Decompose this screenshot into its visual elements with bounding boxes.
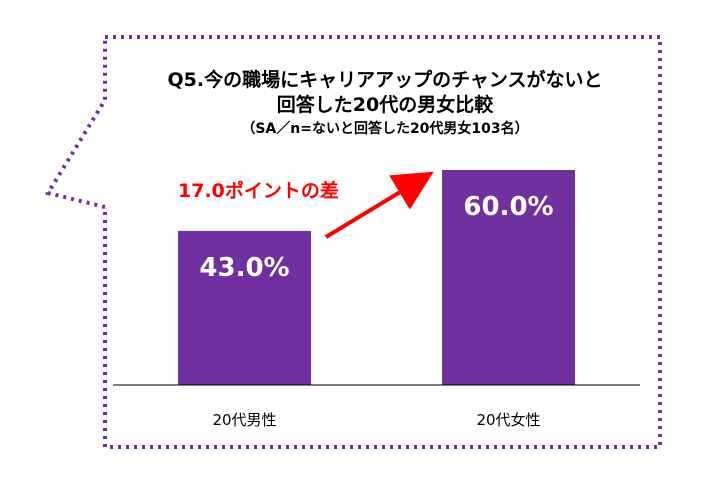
bar-value-label-1: 43.0% xyxy=(199,253,289,283)
chart-title-line-1: Q5.今の職場にキャリアアップのチャンスがないと xyxy=(167,69,603,91)
chart-title-line-2: 回答した20代の男女比較 xyxy=(276,94,494,116)
bar-2 xyxy=(442,170,575,385)
category-label-2: 20代女性 xyxy=(476,411,540,429)
speech-bubble-border xyxy=(44,35,662,449)
difference-annotation: 17.0ポイントの差 xyxy=(178,179,339,202)
bar-value-label-2: 60.0% xyxy=(463,192,553,222)
difference-arrow xyxy=(324,171,434,239)
bar-1 xyxy=(178,230,311,385)
chart-subtitle: （SA／n=ないと回答した20代男女103名） xyxy=(241,121,529,137)
category-label-1: 20代男性 xyxy=(212,411,276,429)
